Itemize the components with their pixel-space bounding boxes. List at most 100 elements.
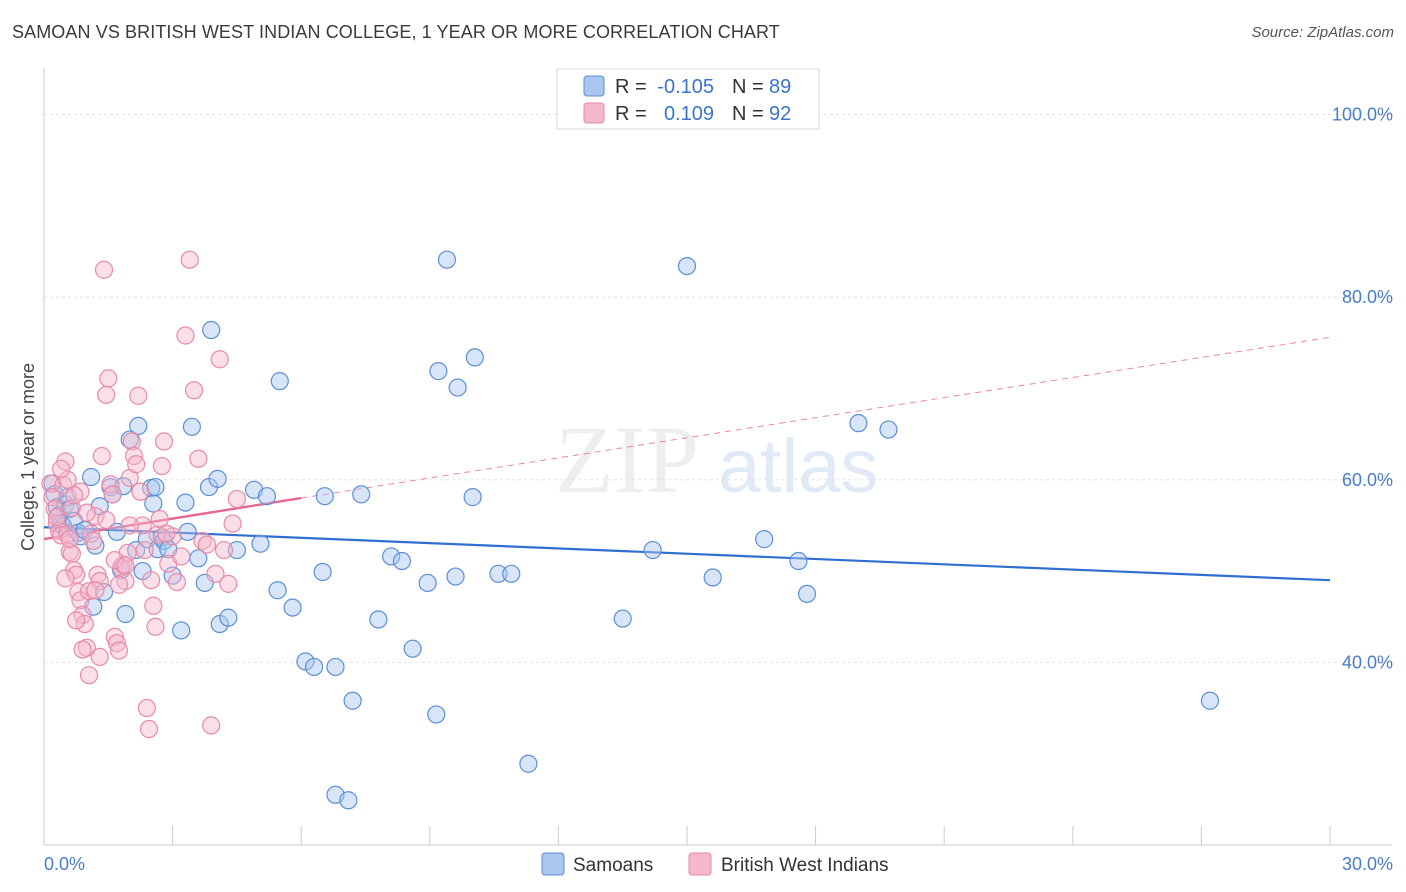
point-british-west-indians [86, 581, 105, 600]
point-british-west-indians [60, 530, 79, 549]
point-samoans [465, 348, 484, 367]
y-tick-label: 100.0% [1332, 105, 1393, 125]
x-ticks [172, 826, 1331, 845]
point-british-west-indians [97, 510, 116, 530]
legend-swatch-samoans [583, 75, 605, 97]
point-samoans [797, 584, 817, 603]
legend-r-label-2: R = [615, 103, 647, 125]
point-samoans [257, 487, 277, 506]
point-samoans [172, 621, 191, 640]
watermark: ZIP atlas [555, 406, 879, 513]
point-samoans [437, 250, 457, 269]
legend-n-value-1: 89 [769, 76, 791, 98]
point-british-west-indians [82, 524, 101, 543]
legend-n-value-2: 92 [769, 103, 791, 125]
point-samoans [313, 562, 332, 582]
y-axis-label: College, 1 year or more [18, 363, 38, 551]
point-british-west-indians [103, 485, 122, 504]
gridlines [44, 114, 1392, 663]
point-british-west-indians [127, 455, 146, 474]
watermark-zip: ZIP [555, 406, 699, 513]
point-british-west-indians [189, 449, 208, 468]
series-british-west-indians [41, 250, 246, 739]
point-samoans [146, 477, 165, 497]
x-tick-label: 30.0% [1342, 854, 1393, 874]
point-samoans [519, 754, 538, 773]
point-samoans [369, 610, 388, 629]
point-samoans [178, 522, 197, 541]
point-british-west-indians [142, 571, 161, 590]
point-british-west-indians [135, 540, 154, 560]
point-british-west-indians [202, 716, 221, 735]
legend-n-label-1: N = [732, 76, 764, 98]
point-british-west-indians [154, 432, 174, 451]
point-samoans [392, 551, 412, 571]
point-british-west-indians [67, 565, 86, 584]
point-british-west-indians [47, 508, 66, 527]
point-samoans [270, 372, 289, 391]
chart-title: SAMOAN VS BRITISH WEST INDIAN COLLEGE, 1… [12, 22, 780, 42]
legend-swatch-british-west-indians [583, 102, 605, 124]
point-samoans [304, 657, 324, 677]
point-british-west-indians [109, 575, 129, 594]
point-british-west-indians [227, 489, 246, 509]
point-british-west-indians [176, 326, 195, 345]
stats-legend: R = -0.105 N = 89 R = 0.109 N = 92 [556, 68, 820, 130]
point-samoans [677, 256, 697, 276]
point-british-west-indians [139, 719, 159, 739]
point-british-west-indians [122, 432, 141, 451]
point-british-west-indians [223, 514, 242, 533]
point-british-west-indians [64, 486, 84, 505]
point-samoans [227, 540, 246, 560]
point-british-west-indians [120, 516, 139, 535]
point-samoans [182, 417, 201, 436]
point-british-west-indians [105, 551, 124, 570]
point-british-west-indians [184, 381, 204, 400]
point-british-west-indians [56, 569, 75, 588]
trend-line-british-west-indians-extrapolated [301, 336, 1331, 499]
point-british-west-indians [94, 260, 114, 279]
point-british-west-indians [206, 564, 225, 583]
point-british-west-indians [79, 666, 99, 685]
legend-n-label-2: N = [732, 103, 764, 125]
point-samoans [202, 320, 221, 340]
bottom-legend-swatch-samoans [541, 852, 565, 876]
watermark-atlas: atlas [718, 424, 879, 509]
point-british-west-indians [133, 516, 152, 535]
y-tick-labels: 40.0% 60.0% 80.0% 100.0% [1332, 105, 1393, 673]
point-samoans [879, 420, 898, 439]
point-british-west-indians [73, 640, 92, 659]
point-samoans [343, 691, 362, 710]
y-tick-label: 80.0% [1342, 287, 1393, 307]
point-british-west-indians [84, 531, 103, 551]
point-samoans [339, 791, 358, 810]
point-samoans [489, 564, 508, 583]
point-british-west-indians [219, 574, 238, 593]
legend-r-label-1: R = [615, 76, 647, 98]
point-samoans [315, 487, 334, 506]
point-samoans [446, 567, 465, 586]
y-tick-label: 40.0% [1342, 652, 1393, 672]
bottom-legend-samoans: Samoans [573, 855, 653, 876]
point-british-west-indians [79, 582, 99, 601]
point-samoans [268, 581, 287, 600]
legend-r-value-2: 0.109 [664, 103, 714, 125]
point-samoans [176, 493, 195, 512]
point-british-west-indians [43, 488, 62, 507]
point-samoans [429, 362, 448, 381]
point-british-west-indians [77, 503, 96, 522]
point-samoans [352, 485, 371, 504]
point-samoans [755, 530, 774, 549]
legend-r-value-1: -0.105 [657, 76, 714, 98]
point-samoans [427, 705, 446, 724]
trend-line-samoans [43, 526, 1331, 582]
point-british-west-indians [144, 596, 163, 615]
point-british-west-indians [214, 540, 234, 560]
point-samoans [326, 657, 345, 677]
point-samoans [502, 564, 521, 583]
point-samoans [849, 414, 868, 433]
point-samoans [82, 467, 101, 487]
point-british-west-indians [116, 556, 135, 575]
point-british-west-indians [52, 459, 71, 478]
